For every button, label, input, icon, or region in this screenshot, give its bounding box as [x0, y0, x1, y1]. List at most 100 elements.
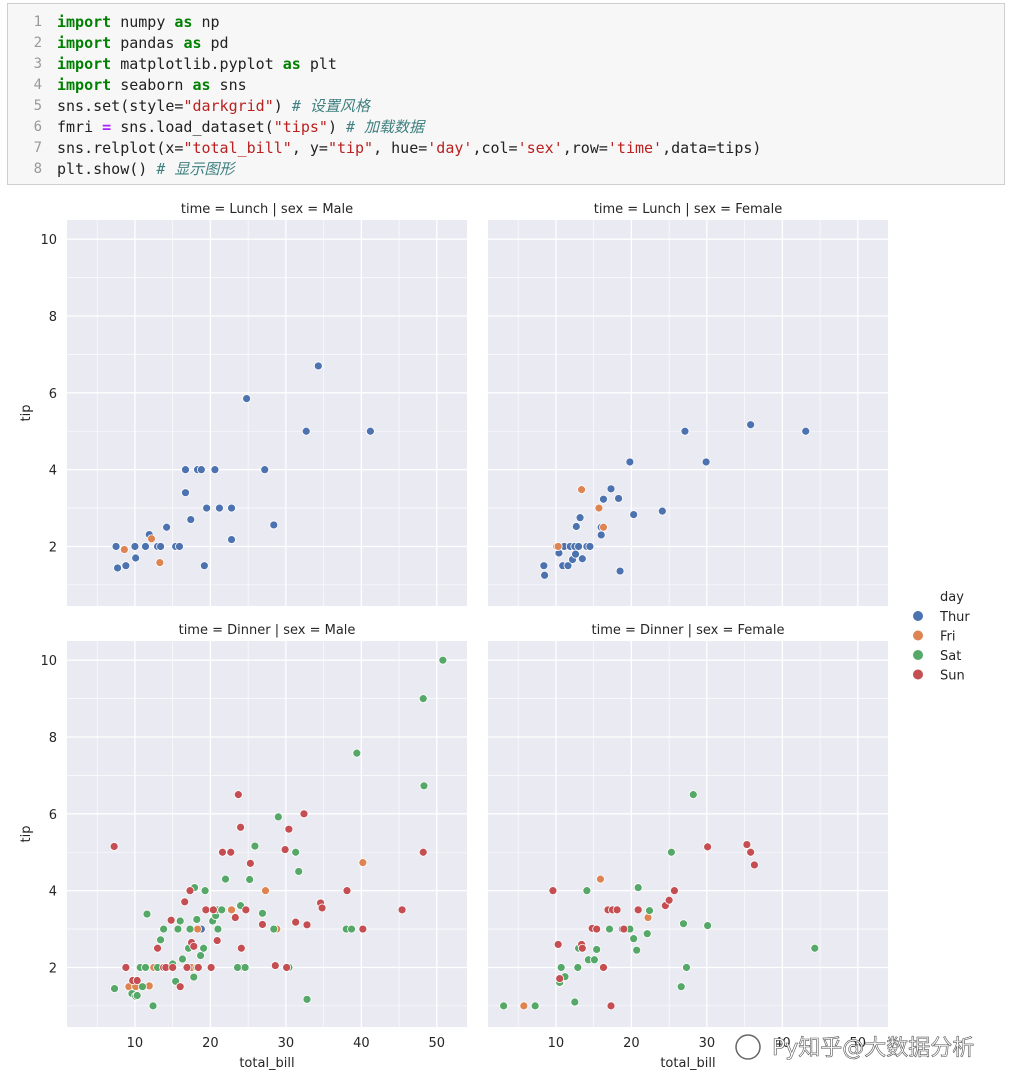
data-point-thur — [121, 561, 131, 571]
data-point-sun — [258, 920, 267, 929]
data-point-sat — [810, 943, 820, 953]
data-point-sun — [153, 943, 162, 953]
data-point-thur — [606, 484, 616, 494]
data-point-sun — [746, 847, 756, 857]
data-point-thur — [563, 561, 573, 571]
data-point-sat — [590, 955, 599, 965]
data-point-thur — [130, 542, 140, 551]
data-point-thur — [571, 549, 580, 559]
data-point-sun — [302, 920, 312, 930]
data-point-sat — [189, 972, 199, 982]
x-tick-label: 30 — [278, 1036, 295, 1051]
data-point-thur — [746, 420, 756, 430]
data-point-sun — [109, 842, 119, 851]
code-token: ,col= — [472, 139, 518, 157]
data-point-thur — [539, 561, 549, 571]
data-point-thur — [365, 426, 375, 436]
legend-label: Thur — [939, 610, 970, 625]
y-tick-label: 6 — [49, 808, 57, 823]
data-point-sat — [185, 924, 195, 934]
legend-label: Sat — [940, 649, 961, 664]
y-tick-label: 8 — [49, 310, 57, 325]
code-token: plt — [300, 55, 337, 73]
code-token: 'time' — [607, 139, 663, 157]
data-point-sat — [192, 915, 202, 924]
x-axis-label: total_bill — [660, 1056, 715, 1071]
facet-panel: time = Dinner | sex = Female 10 20 30 40 50 to… — [488, 623, 888, 1071]
data-point-sun — [241, 905, 251, 915]
code-token: sns.load_dataset( — [111, 118, 274, 136]
data-point-sat — [633, 883, 643, 892]
data-point-sat — [592, 945, 602, 954]
data-point-sun — [185, 886, 195, 896]
data-point-thur — [181, 488, 190, 498]
code-token: as — [282, 55, 301, 73]
code-token: = — [102, 118, 112, 136]
data-point-sun — [670, 886, 679, 896]
data-point-sat — [233, 963, 242, 972]
x-tick-label: 40 — [774, 1036, 791, 1051]
data-point-sun — [236, 943, 246, 953]
data-point-sat — [141, 963, 150, 972]
legend-title: day — [940, 590, 964, 605]
data-point-sat — [240, 963, 250, 972]
data-point-thur — [599, 494, 608, 504]
legend: day Thur Fri Sat Sun — [913, 590, 970, 684]
data-point-sat — [573, 963, 583, 972]
legend-marker — [913, 611, 923, 621]
data-point-thur — [202, 503, 212, 513]
y-tick-label: 10 — [40, 233, 57, 248]
data-point-sat — [200, 886, 210, 896]
data-point-sat — [676, 982, 686, 992]
code-token: 'sex' — [517, 139, 563, 157]
x-axis-label: total_bill — [239, 1056, 294, 1071]
data-point-sat — [245, 875, 255, 884]
code-token: seaborn — [111, 76, 193, 94]
data-point-sun — [132, 976, 142, 985]
code-token: # 显示图形 — [156, 160, 235, 178]
code-token: plt.show() — [57, 160, 157, 178]
data-point-thur — [199, 561, 209, 571]
data-point-thur — [571, 522, 581, 531]
data-point-fri — [119, 545, 129, 554]
data-point-sun — [233, 790, 243, 800]
data-point-sat — [175, 916, 185, 926]
code-token: as — [183, 34, 202, 52]
plot-area — [488, 220, 888, 606]
data-point-sun — [299, 809, 309, 819]
data-point-thur — [301, 426, 311, 436]
data-point-sun — [703, 842, 713, 852]
data-point-sun — [599, 963, 608, 972]
x-tick-label: 50 — [850, 1036, 867, 1051]
data-point-sat — [556, 963, 566, 972]
code-token: import — [57, 13, 112, 31]
y-tick-label: 4 — [49, 885, 57, 900]
data-point-thur — [131, 553, 141, 563]
x-tick-label: 20 — [202, 1036, 219, 1051]
data-point-sun — [245, 858, 255, 868]
x-tick-label: 40 — [353, 1036, 370, 1051]
plot-area — [67, 641, 467, 1027]
code-token: 'day' — [427, 139, 473, 157]
data-point-fri — [594, 503, 604, 513]
x-tick-label: 30 — [699, 1036, 716, 1051]
code-token: sns.relplot(x= — [57, 139, 184, 157]
code-token: ,row= — [562, 139, 608, 157]
data-point-sat — [291, 847, 301, 857]
data-point-sun — [619, 924, 629, 934]
data-point-sat — [530, 1001, 540, 1011]
code-token: as — [174, 13, 193, 31]
data-point-thur — [575, 513, 585, 523]
panel-title: time = Lunch | sex = Female — [594, 202, 782, 217]
line-number: 2 — [33, 35, 42, 51]
code-editor[interactable]: import numpy as np import pandas as pd imp… — [57, 12, 998, 180]
panel-title: time = Lunch | sex = Male — [181, 202, 353, 217]
data-point-sun — [592, 924, 602, 934]
code-token: sns.set(style= — [57, 97, 184, 115]
data-point-sat — [196, 951, 205, 960]
y-tick-label: 10 — [40, 654, 57, 669]
data-point-sun — [742, 840, 752, 849]
data-point-sat — [632, 945, 642, 955]
data-point-sat — [159, 924, 169, 934]
